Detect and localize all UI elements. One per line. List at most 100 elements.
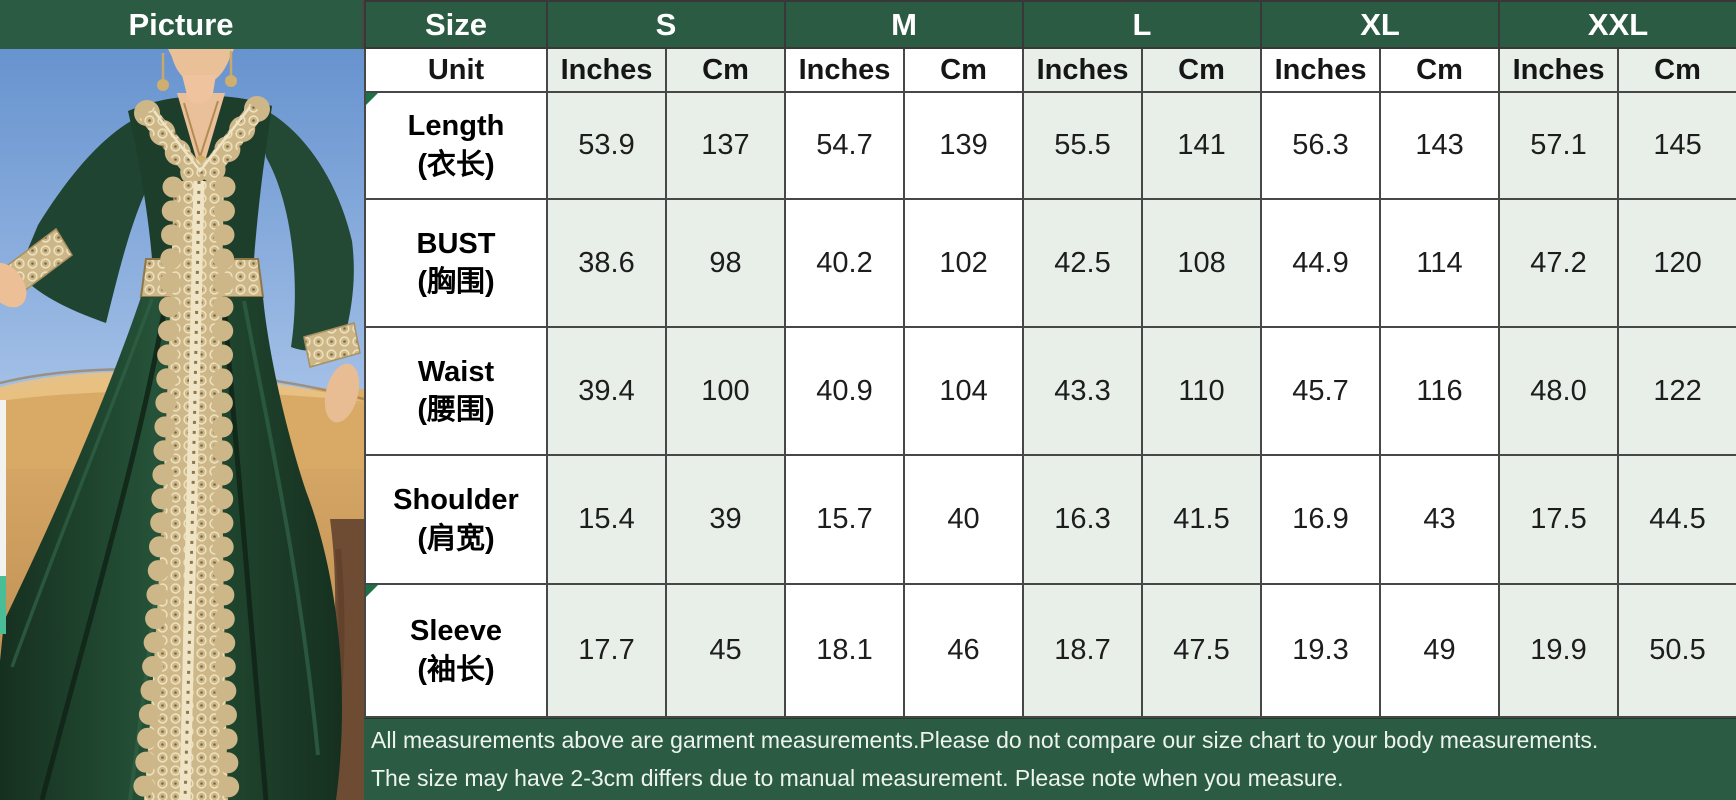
- row-label-sleeve: Sleeve (袖长): [364, 583, 548, 718]
- value-waist-xxl-cm: 122: [1617, 326, 1736, 456]
- unit-header-cell: Unit: [364, 47, 548, 93]
- value-sleeve-m-cm: 46: [902, 583, 1025, 718]
- value-waist-xl-inches: 45.7: [1260, 326, 1382, 456]
- size-table: Size S M L XL XXL Unit Inches Cm Inches Cm Inche…: [364, 0, 1736, 718]
- unit-row: Unit Inches Cm Inches Cm Inches Cm Inches Cm Inc…: [364, 47, 1736, 93]
- unit-cell-m-inches: Inches: [784, 47, 905, 93]
- value-length-xxl-inches: 57.1: [1498, 91, 1620, 200]
- value-sleeve-xxl-inches: 19.9: [1498, 583, 1620, 718]
- size-header-xxl: XXL: [1498, 0, 1736, 49]
- photo-column: Picture: [0, 0, 364, 800]
- value-sleeve-xl-inches: 19.3: [1260, 583, 1382, 718]
- value-waist-m-inches: 40.9: [784, 326, 905, 456]
- row-label-en: BUST: [416, 227, 496, 260]
- row-label-en: Waist: [417, 355, 495, 388]
- disclaimer-line-1: All measurements above are garment measu…: [371, 726, 1599, 753]
- value-waist-xxl-inches: 48.0: [1498, 326, 1620, 456]
- value-shoulder-xl-inches: 16.9: [1260, 454, 1382, 585]
- value-bust-m-inches: 40.2: [784, 198, 905, 328]
- value-shoulder-l-inches: 16.3: [1022, 454, 1144, 585]
- measurement-row-shoulder: Shoulder (肩宽) 15.4 39 15.7 40 16.3 41.5 16.9 43 17…: [364, 454, 1736, 585]
- value-shoulder-xl-cm: 43: [1379, 454, 1501, 585]
- row-label-zh: (袖长): [417, 653, 495, 686]
- measurement-row-bust: BUST (胸围) 38.6 98 40.2 102 42.5 108 44.9 114 47.2 1…: [364, 198, 1736, 328]
- value-sleeve-s-inches: 17.7: [546, 583, 667, 718]
- row-label-zh: (胸围): [417, 266, 495, 298]
- photo-edge-artifact: [0, 400, 6, 576]
- size-header-xl: XL: [1260, 0, 1501, 49]
- row-label-waist: Waist (腰围): [364, 326, 548, 456]
- unit-cell-xl-inches: Inches: [1260, 47, 1382, 93]
- value-bust-xxl-inches: 47.2: [1498, 198, 1620, 328]
- size-header-cell: Size: [364, 0, 548, 49]
- value-waist-s-cm: 100: [665, 326, 786, 456]
- row-label-bust: BUST (胸围): [364, 198, 548, 328]
- value-bust-m-cm: 102: [902, 198, 1025, 328]
- value-sleeve-s-cm: 45: [665, 583, 786, 718]
- disclaimer-line-2: The size may have 2-3cm differs due to m…: [371, 765, 1344, 791]
- value-shoulder-m-inches: 15.7: [784, 454, 905, 585]
- value-sleeve-xxl-cm: 50.5: [1617, 583, 1736, 718]
- unit-cell-s-cm: Cm: [665, 47, 786, 93]
- value-length-l-cm: 141: [1141, 91, 1263, 200]
- measurement-disclaimer: All measurements above are garment measu…: [364, 718, 1736, 800]
- row-label-en: Sleeve: [410, 615, 502, 648]
- unit-cell-xl-cm: Cm: [1379, 47, 1501, 93]
- picture-header-label: Picture: [128, 6, 234, 42]
- value-length-xl-inches: 56.3: [1260, 91, 1382, 200]
- value-waist-xl-cm: 116: [1379, 326, 1501, 456]
- row-label-length: Length (衣长): [364, 91, 548, 200]
- size-header-row: Size S M L XL XXL: [364, 0, 1736, 49]
- value-shoulder-m-cm: 40: [902, 454, 1025, 585]
- value-shoulder-s-inches: 15.4: [546, 454, 667, 585]
- unit-cell-l-cm: Cm: [1141, 47, 1263, 93]
- value-bust-xl-cm: 114: [1379, 198, 1501, 328]
- unit-cell-l-inches: Inches: [1022, 47, 1144, 93]
- value-length-s-cm: 137: [665, 91, 786, 200]
- size-header-l: L: [1022, 0, 1263, 49]
- row-label-zh: (肩宽): [417, 522, 495, 555]
- row-label-zh: (衣长): [417, 148, 495, 181]
- value-bust-l-inches: 42.5: [1022, 198, 1144, 328]
- size-header-m: M: [783, 0, 1025, 49]
- unit-cell-s-inches: Inches: [546, 47, 667, 93]
- value-waist-m-cm: 104: [902, 326, 1025, 456]
- row-label-shoulder: Shoulder (肩宽): [364, 454, 548, 585]
- value-bust-s-inches: 38.6: [546, 198, 667, 328]
- value-sleeve-m-inches: 18.1: [784, 583, 905, 718]
- value-length-l-inches: 55.5: [1022, 91, 1144, 200]
- product-photo: [0, 49, 364, 800]
- unit-cell-xxl-cm: Cm: [1617, 47, 1736, 93]
- value-shoulder-s-cm: 39: [665, 454, 786, 585]
- value-waist-s-inches: 39.4: [546, 326, 667, 456]
- row-label-en: Length: [407, 110, 505, 143]
- measurement-row-sleeve: Sleeve (袖长) 17.7 45 18.1 46 18.7 47.5 19.3 49 19.9…: [364, 583, 1736, 718]
- measurement-row-length: Length (衣长) 53.9 137 54.7 139 55.5 141 56.3 143 57…: [364, 91, 1736, 200]
- value-sleeve-l-cm: 47.5: [1141, 583, 1263, 718]
- value-shoulder-l-cm: 41.5: [1141, 454, 1263, 585]
- value-waist-l-inches: 43.3: [1022, 326, 1144, 456]
- value-length-m-inches: 54.7: [784, 91, 905, 200]
- value-shoulder-xxl-cm: 44.5: [1617, 454, 1736, 585]
- unit-cell-m-cm: Cm: [902, 47, 1025, 93]
- value-length-xl-cm: 143: [1379, 91, 1501, 200]
- product-photo-illustration: [0, 49, 364, 800]
- value-bust-s-cm: 98: [665, 198, 786, 328]
- value-sleeve-l-inches: 18.7: [1022, 583, 1144, 718]
- value-bust-xxl-cm: 120: [1617, 198, 1736, 328]
- picture-header-cell: Picture: [0, 0, 364, 49]
- value-bust-xl-inches: 44.9: [1260, 198, 1382, 328]
- measurement-row-waist: Waist (腰围) 39.4 100 40.9 104 43.3 110 45.7 116 48.…: [364, 326, 1736, 456]
- size-header-s: S: [546, 0, 786, 49]
- value-shoulder-xxl-inches: 17.5: [1498, 454, 1620, 585]
- value-length-m-cm: 139: [902, 91, 1025, 200]
- value-length-s-inches: 53.9: [546, 91, 667, 200]
- row-label-en: Shoulder: [393, 484, 519, 517]
- value-waist-l-cm: 110: [1141, 326, 1263, 456]
- value-length-xxl-cm: 145: [1617, 91, 1736, 200]
- unit-cell-xxl-inches: Inches: [1498, 47, 1620, 93]
- size-chart-panel: Size S M L XL XXL Unit Inches Cm Inches Cm Inche…: [364, 0, 1736, 800]
- value-sleeve-xl-cm: 49: [1379, 583, 1501, 718]
- row-label-zh: (腰围): [417, 394, 495, 426]
